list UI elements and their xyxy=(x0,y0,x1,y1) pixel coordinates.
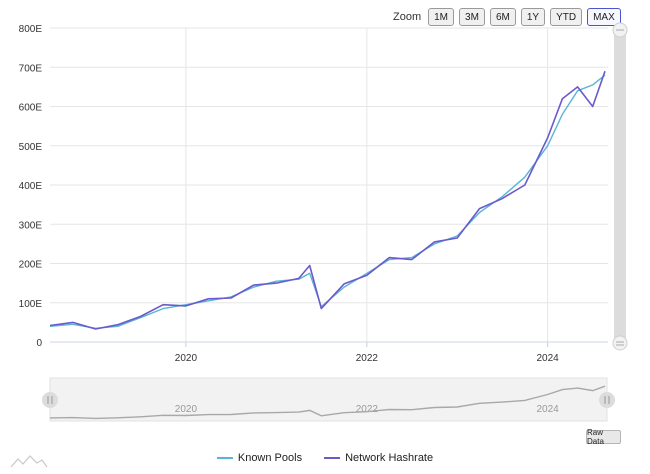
legend-label-known-pools: Known Pools xyxy=(237,452,303,464)
navigator-handle-right[interactable] xyxy=(599,392,615,408)
series-line-known-pools xyxy=(49,74,606,329)
y-tick-label: 700E xyxy=(19,63,43,74)
legend: Known Pools Network Hashrate xyxy=(0,452,650,464)
y-tick-label: 400E xyxy=(19,181,43,192)
x-tick-label: 2020 xyxy=(175,353,198,364)
zoom-1m-button[interactable]: 1M xyxy=(428,8,455,26)
vertical-scrollbar[interactable] xyxy=(612,22,628,351)
x-tick-label: 2024 xyxy=(536,353,559,364)
y-tick-label: 0 xyxy=(36,338,42,349)
x-tick-label: 2022 xyxy=(356,353,379,364)
y-tick-label: 800E xyxy=(19,24,43,35)
legend-item-network-hashrate[interactable]: Network Hashrate xyxy=(324,452,433,464)
y-tick-label: 500E xyxy=(19,142,43,153)
y-tick-label: 100E xyxy=(19,299,43,310)
legend-swatch-network-hashrate xyxy=(324,457,341,459)
navigator-x-tick-label: 2024 xyxy=(536,404,559,415)
raw-data-button[interactable]: Raw Data xyxy=(586,428,621,446)
navigator-x-tick-label: 2022 xyxy=(356,404,379,415)
zoom-1y-button[interactable]: 1Y xyxy=(520,8,546,26)
navigator-x-tick-label: 2020 xyxy=(175,404,198,415)
navigator[interactable]: 2020 2022 2024 xyxy=(42,377,615,422)
zoom-bar: Zoom 1M 3M 6M 1Y YTD MAX xyxy=(393,7,621,27)
zoom-max-button[interactable]: MAX xyxy=(587,8,621,26)
logo-mountain-icon xyxy=(10,455,48,468)
zoom-6m-button[interactable]: 6M xyxy=(489,8,516,26)
zoom-3m-button[interactable]: 3M xyxy=(459,8,485,26)
legend-item-known-pools[interactable]: Known Pools xyxy=(216,452,303,464)
series-line-network-hashrate xyxy=(49,70,606,330)
zoom-label: Zoom xyxy=(393,11,422,23)
y-tick-label: 200E xyxy=(19,260,43,271)
legend-label-network-hashrate: Network Hashrate xyxy=(345,452,434,464)
y-tick-label: 600E xyxy=(19,103,43,114)
zoom-ytd-button[interactable]: YTD xyxy=(550,8,583,26)
navigator-series-line xyxy=(49,385,606,420)
scrollbar-handle-bottom[interactable] xyxy=(612,335,628,351)
legend-swatch-known-pools xyxy=(216,457,233,459)
navigator-handle-left[interactable] xyxy=(42,392,58,408)
y-tick-label: 300E xyxy=(19,220,43,231)
